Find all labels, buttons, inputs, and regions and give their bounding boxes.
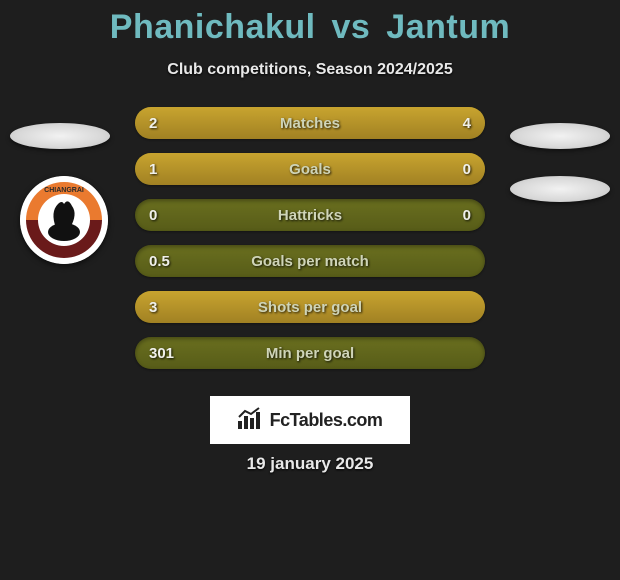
footer-brand: FcTables.com [210,396,410,444]
bar-label: Matches [135,107,485,139]
comparison-card: Phanichakul vs Jantum Club competitions,… [0,0,620,580]
bar-label: Min per goal [135,337,485,369]
brand-chart-icon [238,407,264,434]
player2-name: Jantum [386,8,510,46]
subtitle: Club competitions, Season 2024/2025 [0,61,620,79]
stat-bar-shots-per-goal: 3Shots per goal [135,291,485,323]
page-title: Phanichakul vs Jantum [0,0,620,47]
bar-label: Hattricks [135,199,485,231]
bar-label: Shots per goal [135,291,485,323]
bar-label: Goals [135,153,485,185]
brand-text: FcTables.com [270,410,383,431]
stat-bar-min-per-goal: 301Min per goal [135,337,485,369]
bar-label: Goals per match [135,245,485,277]
player1-name: Phanichakul [110,8,316,46]
stat-bars: 24Matches 10Goals 00Hattricks 0.5Goals per … [0,107,620,407]
vs-label: vs [332,8,371,46]
stat-bar-matches: 24Matches [135,107,485,139]
stat-bar-goals-per-match: 0.5Goals per match [135,245,485,277]
stat-bar-hattricks: 00Hattricks [135,199,485,231]
stat-bar-goals: 10Goals [135,153,485,185]
date-label: 19 january 2025 [0,454,620,474]
